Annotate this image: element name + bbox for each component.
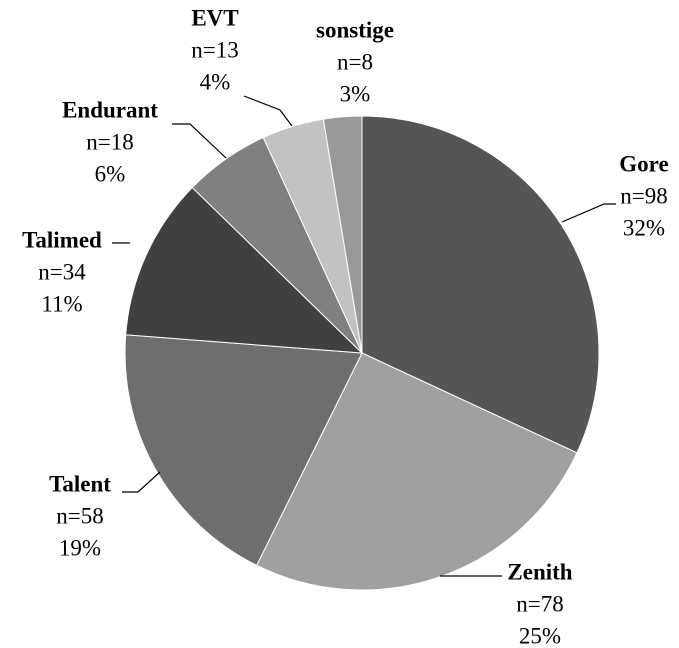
slice-label: sonstige: [316, 17, 394, 42]
percent-label: 4%: [200, 69, 231, 94]
slice-label: EVT: [191, 5, 238, 30]
count-label: n=18: [86, 129, 133, 154]
leader-line: [122, 471, 161, 493]
slice-label: Talent: [49, 471, 111, 496]
leader-line: [243, 95, 293, 127]
slice-label: Endurant: [62, 97, 158, 122]
pie-slice: [124, 334, 363, 566]
percent-label: 6%: [95, 161, 126, 186]
slice-label: Gore: [619, 151, 668, 176]
percent-label: 11%: [41, 291, 82, 316]
pie-slice: [322, 115, 363, 354]
count-label: n=98: [620, 183, 667, 208]
count-label: n=13: [191, 37, 238, 62]
pie-slice: [256, 352, 578, 591]
leader-line: [172, 123, 227, 159]
leader-line: [561, 203, 616, 223]
percent-label: 19%: [59, 535, 101, 560]
percent-label: 32%: [623, 215, 665, 240]
percent-label: 25%: [519, 623, 561, 648]
count-label: n=8: [337, 49, 373, 74]
percent-label: 3%: [340, 81, 371, 106]
slice-label: Talimed: [22, 227, 102, 252]
count-label: n=58: [56, 503, 103, 528]
pie-slice: [125, 186, 364, 354]
slice-label: Zenith: [507, 559, 572, 584]
count-label: n=34: [38, 259, 86, 284]
count-label: n=78: [516, 591, 563, 616]
pie-slice: [361, 115, 600, 454]
